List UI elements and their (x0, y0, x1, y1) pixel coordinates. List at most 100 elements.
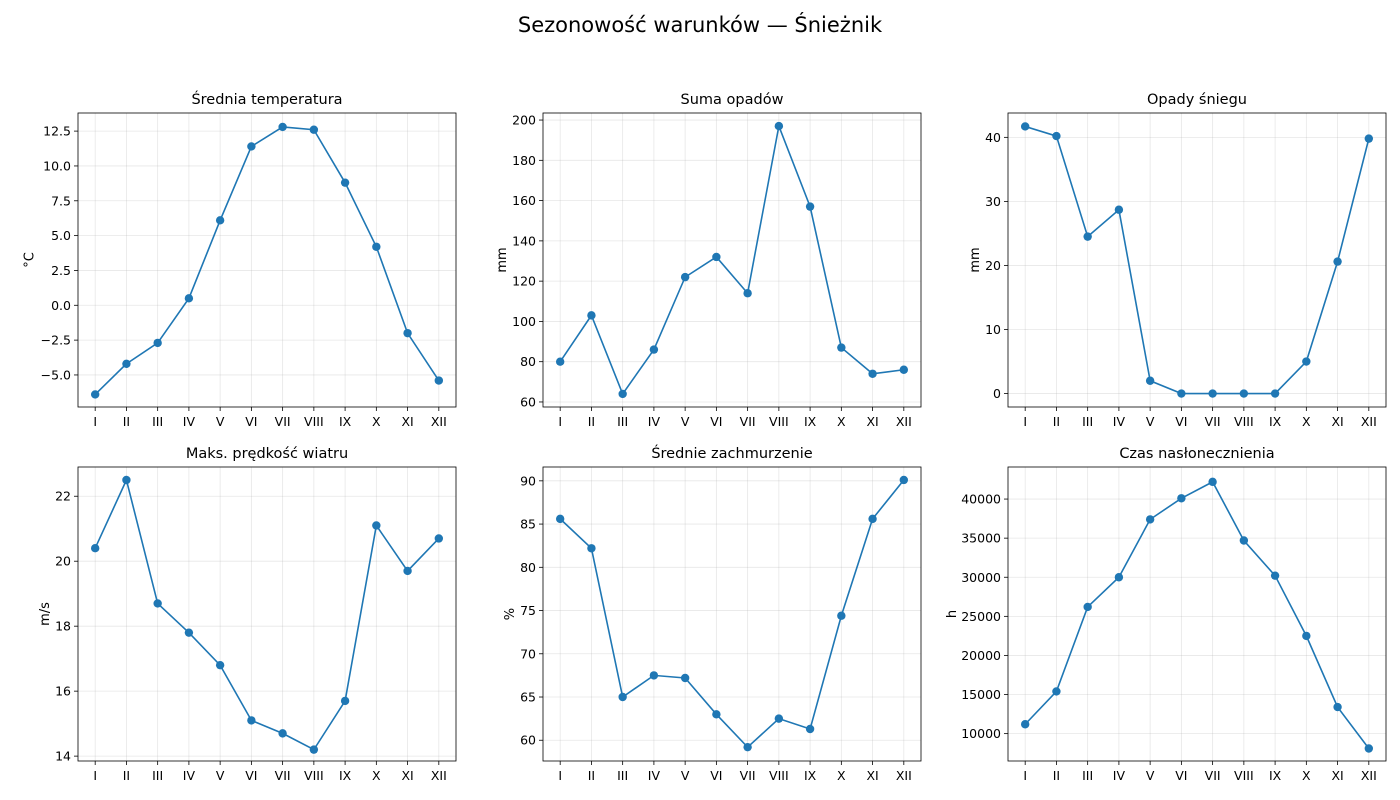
grid-vertical (94, 113, 440, 407)
data-point (1145, 515, 1155, 524)
data-point (215, 660, 225, 670)
data-point (1145, 376, 1155, 385)
y-tick-label: 22 (55, 489, 71, 504)
x-tick-label: XII (431, 768, 447, 783)
x-tick-label: VII (275, 414, 291, 429)
data-point (122, 359, 131, 369)
chart-title: Średnie zachmurzenie (651, 444, 812, 462)
x-tick-label: I (93, 768, 97, 783)
chart-panel-4: I II III IV V VI VII VIII IX X XI XII1416182022m/sM… (38, 446, 457, 783)
grid-horizontal (543, 480, 921, 741)
y-tick-label: 100 (512, 314, 536, 329)
x-tick-label: VII (740, 768, 756, 783)
data-point (1364, 744, 1374, 753)
axes-frame (1007, 112, 1387, 408)
data-point (555, 357, 565, 366)
x-tick-label: VIII (1234, 414, 1254, 429)
data-point (1114, 573, 1124, 582)
y-tick-label: 10.0 (43, 158, 71, 173)
x-tick-label: IX (804, 768, 817, 783)
data-point (774, 714, 784, 723)
chart-panel-6: I II III IV V VI VII VIII IX X XI XII10000150002000… (945, 446, 1387, 783)
grid-horizontal (78, 495, 456, 757)
grid-vertical (1024, 113, 1370, 407)
data-point (805, 724, 815, 734)
x-tick-label: VII (1205, 768, 1221, 783)
axes-frame (77, 112, 457, 408)
grid-horizontal (1008, 136, 1386, 394)
y-tick-label: 0 (993, 386, 1001, 401)
data-point (153, 599, 162, 608)
chart-title: Maks. prędkość wiatru (186, 446, 348, 462)
data-point (1052, 687, 1061, 696)
data-point (618, 692, 627, 702)
y-tick-label: 75 (520, 603, 536, 618)
data-point (1239, 389, 1249, 398)
x-tick-label: IV (1113, 414, 1126, 429)
x-tick-label: VII (275, 768, 291, 783)
panels: I II III IV V VI VII VIII IX X XI XII−5.0−2.50.02.5… (23, 90, 1387, 783)
y-tick-label: 70 (520, 646, 536, 661)
data-point (1333, 702, 1342, 712)
x-tick-label: IX (339, 768, 352, 783)
x-tick-label: X (372, 768, 381, 783)
chart-title: Suma opadów (681, 92, 784, 108)
x-tick-label: XII (896, 768, 912, 783)
series-line (1024, 480, 1370, 749)
y-tick-label: 18 (55, 619, 71, 634)
y-tick-label: 7.5 (51, 193, 71, 208)
x-tick-label: X (837, 768, 846, 783)
x-tick-label: V (216, 414, 225, 429)
x-tick-label: I (558, 414, 562, 429)
data-point (1302, 631, 1311, 641)
data-point (1020, 720, 1030, 729)
x-tick-label: III (1082, 768, 1093, 783)
x-tick-label: VIII (769, 768, 789, 783)
y-tick-label: 120 (512, 274, 536, 289)
y-axis-label: mm (495, 247, 510, 272)
chart-panel-3: I II III IV V VI VII VIII IX X XI XII010203040mmOpa… (968, 92, 1387, 429)
x-tick-label: X (837, 414, 846, 429)
y-tick-label: 12.5 (43, 124, 71, 139)
y-tick-label: 40000 (961, 492, 1001, 507)
chart-panel-1: I II III IV V VI VII VIII IX X XI XII−5.0−2.50.02.5… (23, 90, 457, 429)
y-tick-label: 65 (520, 690, 536, 705)
y-tick-label: 0.0 (51, 298, 71, 313)
data-point (1083, 232, 1092, 241)
data-point (1208, 477, 1217, 487)
y-tick-label: 5.0 (51, 228, 71, 243)
x-tick-label: VI (245, 414, 257, 429)
x-tick-label: XI (1331, 414, 1343, 429)
x-tick-label: VI (710, 768, 722, 783)
y-tick-label: 20 (985, 258, 1001, 273)
y-tick-label: 85 (520, 517, 536, 532)
data-point (403, 566, 412, 576)
x-tick-label: II (123, 414, 130, 429)
y-tick-label: 200 (512, 113, 536, 128)
grid-vertical (559, 113, 905, 407)
x-tick-label: III (617, 768, 628, 783)
x-tick-label: II (1053, 414, 1060, 429)
data-point (868, 514, 877, 524)
data-point (1052, 131, 1061, 141)
grid-horizontal (78, 130, 456, 376)
series-line (559, 123, 904, 396)
x-tick-label: VIII (304, 768, 324, 783)
y-tick-label: −2.5 (41, 333, 71, 348)
data-point (309, 125, 319, 134)
y-axis-label: h (945, 610, 960, 618)
x-tick-label: XII (431, 414, 447, 429)
x-tick-label: VII (740, 414, 756, 429)
y-axis-label: °C (23, 252, 38, 268)
x-tick-label: XI (866, 768, 878, 783)
data-point (434, 534, 444, 543)
data-point (712, 710, 721, 719)
y-tick-label: 80 (520, 354, 536, 369)
x-tick-label: IV (648, 768, 661, 783)
y-axis-label: mm (968, 247, 983, 272)
data-point (1083, 602, 1092, 612)
data-point (1114, 205, 1124, 214)
y-tick-label: 60 (520, 394, 536, 409)
chart-panel-5: I II III IV V VI VII VIII IX X XI XII60657075808590… (503, 444, 922, 783)
data-point (1333, 257, 1342, 266)
